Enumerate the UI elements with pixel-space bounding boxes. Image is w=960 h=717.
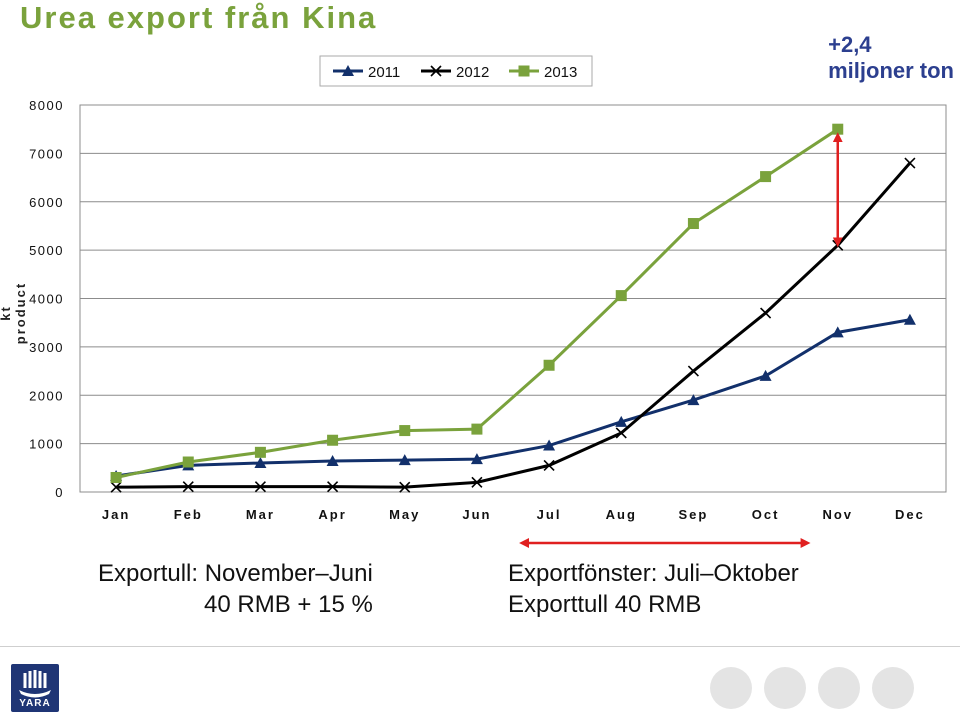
data-point <box>543 439 556 451</box>
y-tick-label: 3000 <box>29 340 64 355</box>
data-point <box>399 425 411 437</box>
x-tick-label: Feb <box>174 507 203 522</box>
legend-box <box>319 55 593 87</box>
series-line-2012 <box>116 162 912 489</box>
legend-label: 2013 <box>544 64 577 81</box>
x-tick-label: Dec <box>895 507 925 522</box>
export-line-chart: 0 1000 2000 3000 4000 5000 6000 7000 8000 Jan Feb… <box>29 55 947 548</box>
increase-value: +2,4 <box>828 32 872 57</box>
export-tariff-note: Exportull: November–Juni 40 RMB + 15 % <box>98 558 373 620</box>
data-point <box>327 481 339 493</box>
export-window-note: Exportfönster: Juli–Oktober Exporttull 4… <box>508 558 799 620</box>
y-tick-label: 0 <box>55 485 64 500</box>
decor-dot <box>710 667 752 709</box>
data-point <box>342 65 354 76</box>
data-point <box>760 307 772 319</box>
tariff-period: Exportull: November–Juni <box>98 560 373 587</box>
data-point <box>904 157 916 169</box>
x-tick-label: Jul <box>537 507 562 522</box>
data-point <box>832 123 844 135</box>
data-point <box>543 359 555 371</box>
data-point <box>254 456 267 468</box>
decor-dot <box>764 667 806 709</box>
decor-dot <box>872 667 914 709</box>
x-tick-labels: Jan Feb Mar Apr May Jun Jul Aug Sep Oct Nov Dec <box>102 507 925 522</box>
window-period: Exportfönster: Juli–Oktober <box>508 560 799 587</box>
data-point <box>615 427 627 439</box>
data-point <box>518 65 530 77</box>
y-tick-label: 1000 <box>29 437 64 452</box>
data-point <box>543 459 555 471</box>
data-point <box>110 481 122 493</box>
tariff-rate: 40 RMB + 15 % <box>204 591 373 618</box>
data-point <box>254 481 266 493</box>
logo-wordmark: YARA <box>19 698 51 709</box>
x-tick-label: Aug <box>606 507 637 522</box>
x-tick-label: Jan <box>102 507 130 522</box>
data-point <box>471 476 483 488</box>
data-point <box>399 481 411 493</box>
plot-frame <box>79 104 947 493</box>
data-point <box>430 65 442 77</box>
data-point <box>398 454 411 466</box>
legend: 2011 2012 2013 <box>319 55 593 87</box>
x-tick-label: Oct <box>752 507 780 522</box>
legend-label: 2011 <box>368 64 400 81</box>
data-point <box>903 313 916 325</box>
data-point <box>687 394 700 406</box>
footer-divider <box>0 646 960 647</box>
data-point <box>760 171 772 183</box>
viking-ship-icon <box>19 670 51 698</box>
data-point <box>831 326 844 338</box>
y-tick-label: 6000 <box>29 195 64 210</box>
x-tick-label: Sep <box>678 507 708 522</box>
slide-title: Urea export från Kina <box>20 0 378 35</box>
data-point <box>615 415 628 427</box>
decor-dot <box>818 667 860 709</box>
yara-logo: YARA <box>11 664 59 712</box>
data-point <box>470 453 483 465</box>
y-tick-label: 2000 <box>29 388 64 403</box>
data-point <box>254 446 266 458</box>
y-tick-label: 5000 <box>29 243 64 258</box>
x-tick-label: Jun <box>462 507 491 522</box>
data-point <box>471 423 483 435</box>
x-tick-label: May <box>389 507 420 522</box>
data-point <box>759 369 772 381</box>
data-point <box>182 456 194 468</box>
data-point <box>687 365 699 377</box>
increase-unit: miljoner ton <box>828 58 954 83</box>
y-tick-label: 8000 <box>29 98 64 113</box>
window-tariff: Exporttull 40 RMB <box>508 591 702 618</box>
data-point <box>110 471 122 483</box>
data-point <box>182 481 194 493</box>
increase-annotation: +2,4 miljoner ton <box>828 32 954 84</box>
y-tick-labels: 0 1000 2000 3000 4000 5000 6000 7000 8000 <box>29 98 64 500</box>
grid-lines <box>80 104 946 493</box>
data-point <box>326 455 339 467</box>
x-tick-label: Apr <box>318 507 346 522</box>
x-tick-label: Nov <box>822 507 853 522</box>
y-tick-label: 7000 <box>29 146 64 161</box>
series-lines <box>110 123 916 493</box>
chart-arrows <box>519 132 843 548</box>
y-tick-label: 4000 <box>29 292 64 307</box>
data-point <box>327 434 339 446</box>
data-point <box>687 218 699 230</box>
legend-label: 2012 <box>456 64 489 81</box>
data-point <box>615 290 627 302</box>
x-tick-label: Mar <box>246 507 275 522</box>
series-line-2011 <box>115 318 911 478</box>
